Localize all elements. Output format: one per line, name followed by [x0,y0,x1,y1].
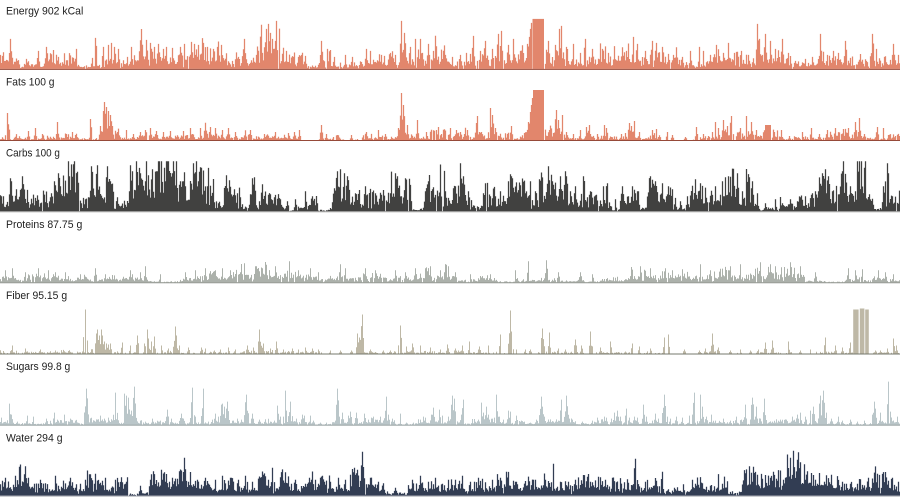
svg-text:Water 294 g: Water 294 g [6,432,63,444]
svg-text:Proteins 87.75 g: Proteins 87.75 g [6,219,82,231]
svg-text:Fiber 95.15 g: Fiber 95.15 g [6,290,67,302]
svg-text:Carbs 100 g: Carbs 100 g [6,148,60,160]
svg-text:Fats 100 g: Fats 100 g [6,77,55,89]
svg-text:Sugars 99.8 g: Sugars 99.8 g [6,361,70,373]
svg-text:Energy 902 kCal: Energy 902 kCal [6,5,83,17]
